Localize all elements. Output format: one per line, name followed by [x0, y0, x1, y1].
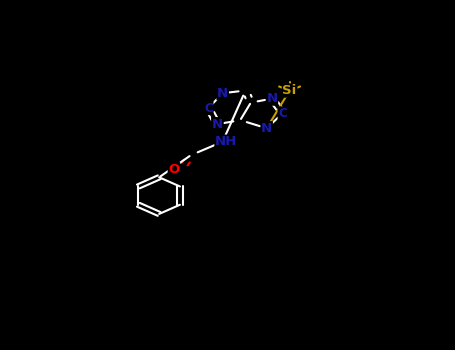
- Text: Si: Si: [283, 84, 297, 97]
- Text: NH: NH: [215, 135, 237, 148]
- Text: C: C: [204, 102, 213, 114]
- Text: C: C: [278, 107, 287, 120]
- Text: N: N: [217, 87, 228, 100]
- Text: N: N: [212, 118, 223, 131]
- Text: N: N: [267, 92, 278, 105]
- Text: O: O: [168, 163, 180, 176]
- Text: N: N: [261, 122, 272, 135]
